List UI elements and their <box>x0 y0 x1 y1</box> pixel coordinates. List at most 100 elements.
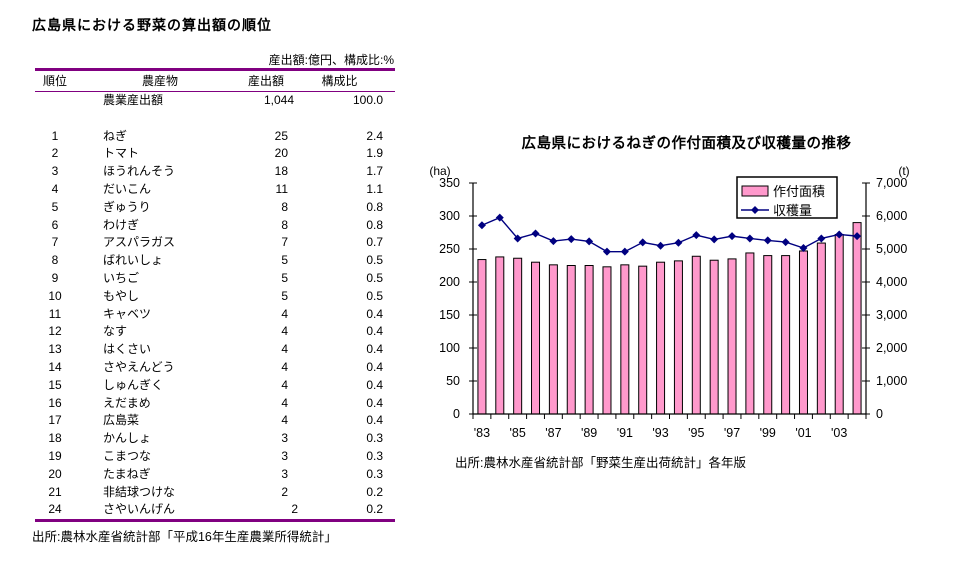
cell-ratio: 1.1 <box>366 181 383 196</box>
table-row: 16 えだまめ 4 0.4 <box>30 395 402 413</box>
cell-rank: 9 <box>51 270 59 285</box>
axis-tick-label: 200 <box>439 275 460 289</box>
cell-value: 4 <box>281 395 288 410</box>
cell-product: アスパラガス <box>103 235 176 250</box>
table-header-row: 順位 農産物 産出額 構成比 <box>30 71 402 91</box>
table-rule-bottom <box>35 519 395 523</box>
vegetable-ranking-table: 広島県における野菜の算出額の順位 産出額:億円、構成比:% 順位 農産物 産出額… <box>30 10 402 545</box>
cell-value: 2 <box>281 484 288 499</box>
axis-tick-label: 3,000 <box>876 308 907 322</box>
cell-rank: 12 <box>48 324 62 339</box>
table-row: 4 だいこん 11 1.1 <box>30 181 402 199</box>
cell-ratio: 0.5 <box>366 270 383 285</box>
cell-rank: 16 <box>48 395 62 410</box>
bar <box>781 255 791 415</box>
cell-ratio: 0.4 <box>366 377 383 392</box>
cell-value: 1,044 <box>263 93 294 107</box>
cell-ratio: 0.3 <box>366 466 383 481</box>
diamond-marker <box>602 247 611 256</box>
cell-rank: 19 <box>48 448 62 463</box>
legend-label-harvest: 収穫量 <box>773 203 812 218</box>
cell-value: 4 <box>281 306 288 321</box>
table-row: 5 ぎゅうり 8 0.8 <box>30 199 402 217</box>
diamond-marker <box>799 244 808 253</box>
cell-value: 3 <box>281 466 288 481</box>
cell-product: もやし <box>103 288 140 303</box>
cell-product: トマト <box>103 146 140 161</box>
bar <box>513 257 523 415</box>
cell-ratio: 0.4 <box>366 342 383 357</box>
diamond-marker <box>638 238 647 247</box>
header-ratio: 構成比 <box>321 74 358 88</box>
cell-product: さやいんげん <box>103 502 176 517</box>
diamond-marker <box>674 238 683 247</box>
cell-ratio: 0.5 <box>366 253 383 268</box>
cell-rank: 13 <box>48 342 62 357</box>
cell-rank: 6 <box>51 217 59 232</box>
axis-tick-label: 6,000 <box>876 209 907 223</box>
cell-rank: 24 <box>48 502 62 517</box>
diamond-marker <box>585 237 594 246</box>
cell-product: ほうれんそう <box>103 164 176 179</box>
table-rows: 農業産出額 1,044 100.0 1 ねぎ 25 2.4 2 トマト 20 1.9 3 ほうれんそう 1… <box>30 92 402 519</box>
cell-product: いちご <box>103 270 140 285</box>
diamond-marker <box>853 232 862 241</box>
bar <box>798 250 808 415</box>
axis-tick-label: '03 <box>831 426 847 440</box>
cell-rank: 18 <box>48 431 62 446</box>
cell-rank: 15 <box>48 377 62 392</box>
diamond-marker <box>513 234 522 243</box>
cell-ratio: 0.2 <box>366 484 383 499</box>
cell-rank <box>30 92 80 110</box>
axis-tick-label: 0 <box>876 407 883 421</box>
cell-value: 7 <box>281 235 288 250</box>
diamond-marker <box>745 234 754 243</box>
table-row: 7 アスパラガス 7 0.7 <box>30 234 402 252</box>
bar <box>673 260 683 415</box>
cell-rank: 5 <box>51 199 59 214</box>
table-rule-top <box>35 68 395 71</box>
bar <box>709 259 719 415</box>
cell-rank: 14 <box>48 359 62 374</box>
cell-value: 5 <box>281 270 288 285</box>
cell-rank: 20 <box>48 466 62 481</box>
axis-tick-label: '89 <box>581 426 597 440</box>
cell-product: こまつな <box>103 448 152 463</box>
cell-product: ねぎ <box>103 128 128 143</box>
diamond-marker <box>763 236 772 245</box>
cell-rank: 17 <box>48 413 62 428</box>
table-row: 19 こまつな 3 0.3 <box>30 448 402 466</box>
bar <box>602 266 612 415</box>
axis-tick-label: '83 <box>474 426 490 440</box>
cell-value: 25 <box>274 128 288 143</box>
axis-tick-label: 300 <box>439 209 460 223</box>
diamond-marker <box>692 231 701 240</box>
cell-product: かんしょ <box>103 431 152 446</box>
table-row: 14 さやえんどう 4 0.4 <box>30 359 402 377</box>
cell-rank: 3 <box>51 164 59 179</box>
table-row: 18 かんしょ 3 0.3 <box>30 430 402 448</box>
axis-tick-label: '97 <box>724 426 740 440</box>
axis-tick-label: 0 <box>453 407 460 421</box>
cell-product: はくさい <box>103 342 152 357</box>
harvest-line <box>481 216 858 253</box>
cell-value: 11 <box>275 181 288 196</box>
bar <box>566 265 576 415</box>
table-unit-note: 産出額:億円、構成比:% <box>268 53 394 67</box>
bar <box>531 261 541 415</box>
cell-rank: 4 <box>51 181 59 196</box>
table-rule-header <box>35 91 395 92</box>
bar <box>745 252 755 415</box>
cell-value: 8 <box>281 217 288 232</box>
cell-product: キャベツ <box>103 306 152 321</box>
cell-rank: 2 <box>51 146 59 161</box>
cell-value: 4 <box>281 377 288 392</box>
table-row: 11 キャベツ 4 0.4 <box>30 306 402 324</box>
diamond-marker <box>477 221 486 230</box>
cell-ratio: 0.4 <box>366 413 383 428</box>
cell-product: えだまめ <box>103 395 151 410</box>
axis-tick-label: 150 <box>439 308 460 322</box>
header-rank: 順位 <box>42 74 67 88</box>
cell-ratio: 0.4 <box>366 306 383 321</box>
